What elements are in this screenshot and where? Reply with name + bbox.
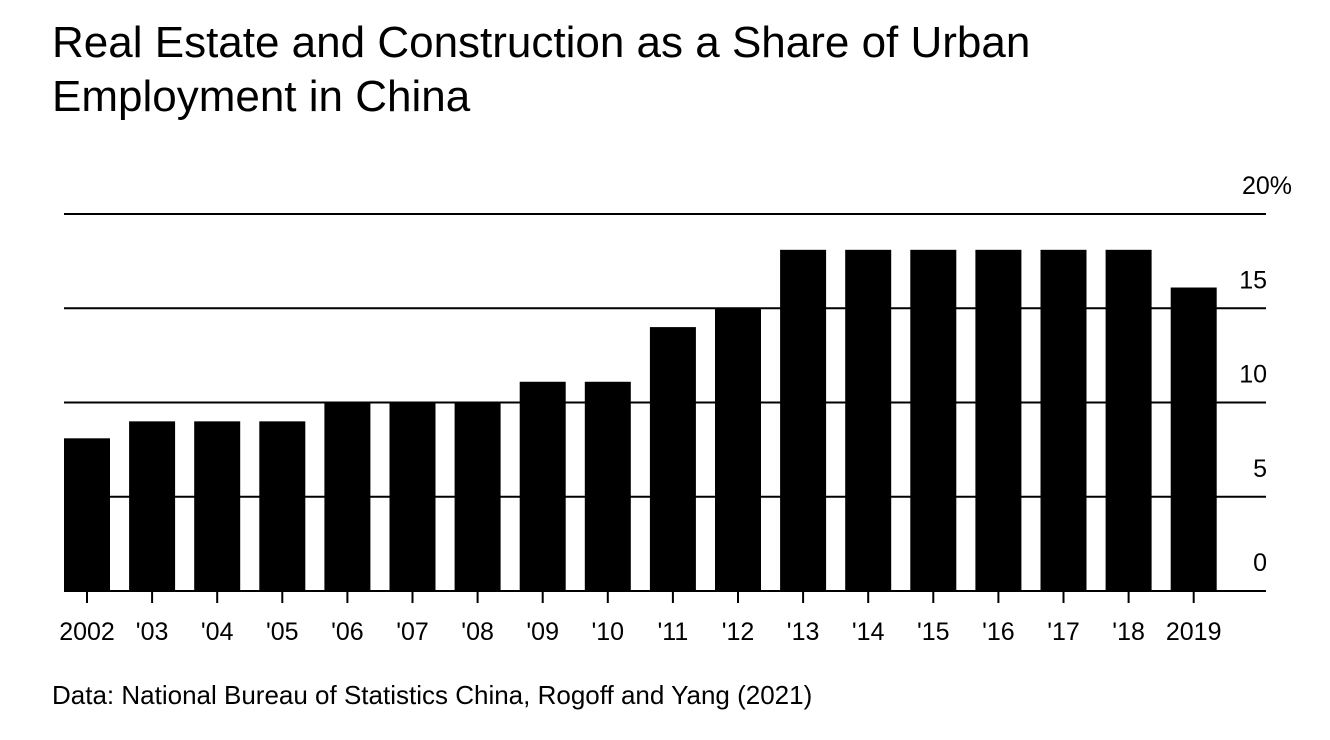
x-tick-label-8: '10 (592, 618, 625, 646)
x-tick-label-12: '14 (852, 618, 885, 646)
bar-9 (649, 327, 696, 591)
x-tick-label-14: '16 (982, 618, 1015, 646)
bar-14 (975, 249, 1022, 591)
bar-16 (1105, 249, 1152, 591)
x-tick-label-2: '04 (201, 618, 234, 646)
x-axis-tick-labels: 2002 '03 '04 '05 '06 '07 '08 '09 '10 '11 '12 '13 '14… (59, 618, 1221, 646)
x-tick-label-9: '11 (658, 618, 689, 646)
y-tick-label-10: 10 (1239, 361, 1267, 389)
y-tick-label-0: 0 (1253, 549, 1267, 577)
x-tick-label-1: '03 (136, 618, 169, 646)
bar-1 (129, 421, 176, 591)
bar-8 (584, 381, 631, 591)
x-tick-label-13: '15 (917, 618, 950, 646)
x-tick-label-11: '13 (787, 618, 820, 646)
x-tick-label-17: 2019 (1166, 618, 1222, 646)
y-tick-label-15: 15 (1239, 266, 1267, 294)
x-tick-label-5: '07 (396, 618, 429, 646)
x-tick-label-6: '08 (461, 618, 494, 646)
bar-11 (780, 249, 827, 591)
bar-7 (519, 381, 566, 591)
chart-title: Real Estate and Construction as a Share … (52, 18, 1031, 121)
y-tick-label-20: 20% (1242, 172, 1292, 200)
bar-15 (1040, 249, 1087, 591)
y-axis-tick-labels: 0 5 10 15 20% (1239, 172, 1292, 577)
source-note: Data: National Bureau of Statistics Chin… (52, 680, 813, 710)
bars (64, 249, 1217, 591)
bar-12 (845, 249, 892, 591)
bar-13 (910, 249, 957, 591)
bar-17 (1170, 287, 1217, 591)
bar-3 (259, 421, 306, 591)
x-tick-label-3: '05 (266, 618, 299, 646)
bar-6 (454, 402, 501, 591)
x-tick-label-15: '17 (1047, 618, 1080, 646)
x-tick-label-7: '09 (526, 618, 559, 646)
bar-10 (715, 308, 761, 591)
bar-2 (194, 421, 241, 591)
x-tick-label-0: 2002 (59, 618, 115, 646)
x-tick-label-16: '18 (1112, 618, 1145, 646)
x-tick-label-10: '12 (722, 618, 755, 646)
bar-4 (324, 402, 371, 591)
x-tick-label-4: '06 (331, 618, 364, 646)
bar-0 (64, 438, 110, 591)
y-tick-label-5: 5 (1253, 455, 1267, 483)
bar-5 (389, 402, 436, 591)
x-axis-ticks (86, 591, 1195, 603)
